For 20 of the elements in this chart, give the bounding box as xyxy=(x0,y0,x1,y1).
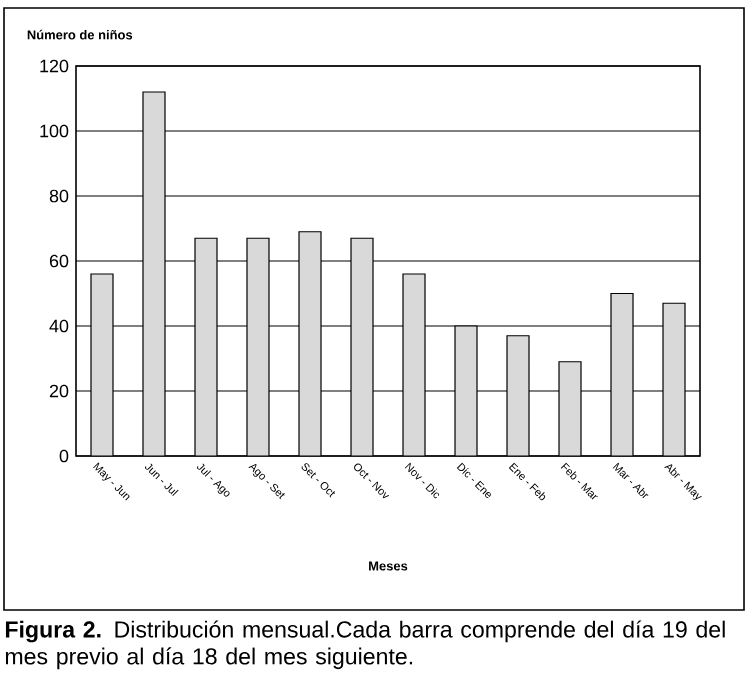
y-tick-label: 20 xyxy=(49,384,69,398)
bar xyxy=(246,237,270,456)
bar xyxy=(506,335,530,456)
y-tick-label: 80 xyxy=(49,189,69,203)
y-tick-label: 0 xyxy=(59,449,69,463)
bar xyxy=(454,325,478,456)
bar xyxy=(402,273,426,456)
bar xyxy=(662,302,686,456)
bar xyxy=(90,273,114,456)
bar xyxy=(558,361,582,456)
y-tick-label: 40 xyxy=(49,319,69,333)
bar xyxy=(350,237,374,456)
bar xyxy=(194,237,218,456)
bar xyxy=(142,91,166,456)
bar xyxy=(298,231,322,456)
y-tick-label: 60 xyxy=(49,254,69,268)
y-tick-label: 120 xyxy=(40,59,69,73)
text: Figura 2. Distribución mensual.Cada barra comprende del día 19 del mes previo al día 18 del mes siguiente. xyxy=(5,620,725,670)
y-tick-label: 100 xyxy=(40,124,69,138)
bar xyxy=(610,292,634,456)
